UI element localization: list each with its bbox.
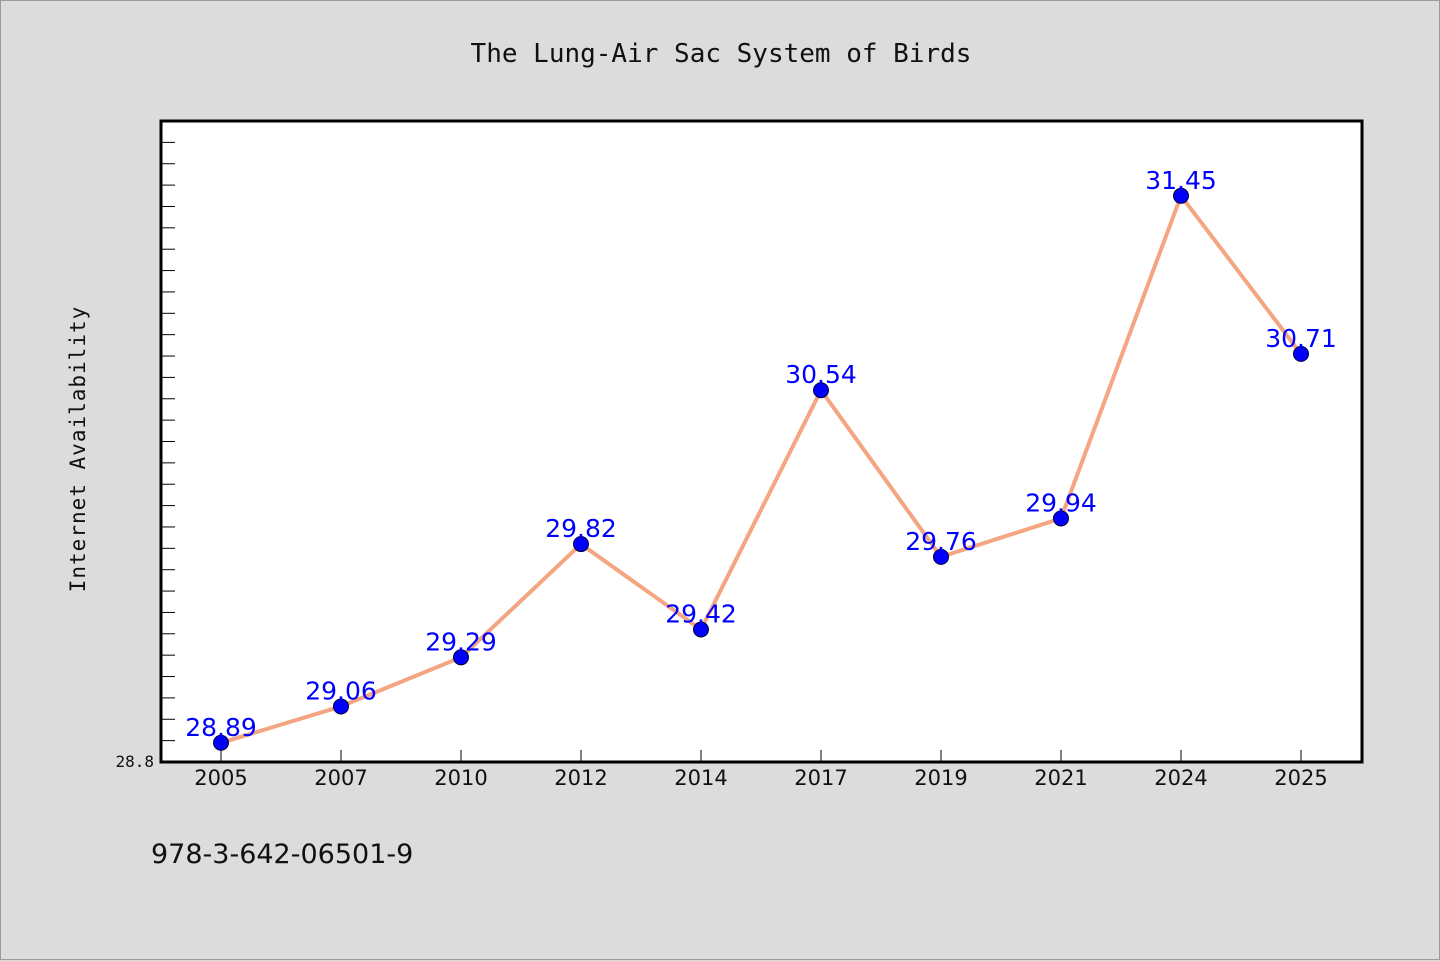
data-point [453,649,469,666]
data-label: 29.29 [425,627,497,656]
x-tick-label: 2012 [554,766,607,790]
data-point [813,382,829,399]
chart-title: The Lung-Air Sac System of Birds [471,39,972,69]
data-label: 29.06 [305,676,377,705]
x-tick-label: 2007 [314,766,367,790]
plot-area [159,119,1364,764]
data-point [1173,187,1189,204]
data-label: 31.45 [1145,166,1217,195]
x-tick-label: 2019 [914,766,967,790]
x-tick-label: 2024 [1154,766,1207,790]
x-axis-ticks: 2005 2007 2010 2012 2014 2017 2019 2021 2024 2025 [194,750,1328,790]
x-tick-label: 2021 [1034,766,1087,790]
data-point [213,734,229,751]
data-point [933,548,949,565]
x-tick-label: 2005 [194,766,247,790]
y-tick-label: 28.8 [115,752,154,771]
data-point [573,536,589,553]
data-label: 30.71 [1265,324,1337,353]
data-markers [213,187,1309,751]
data-label: 29.42 [665,600,737,629]
data-label: 29.76 [905,527,977,556]
data-label: 29.94 [1025,488,1097,517]
x-tick-label: 2017 [794,766,847,790]
data-point [333,698,349,715]
data-label: 29.82 [545,514,617,543]
data-label: 28.89 [185,713,257,742]
y-axis-label: Internet Availability [66,306,90,593]
data-point [1053,510,1069,527]
data-point [1293,345,1309,362]
isbn-text: 978-3-642-06501-9 [151,839,413,870]
x-tick-label: 2014 [674,766,727,790]
x-tick-label: 2025 [1274,766,1327,790]
data-label: 30.54 [785,360,857,389]
data-point [693,621,709,638]
x-tick-label: 2010 [434,766,487,790]
data-labels: 28.89 29.06 29.29 29.82 29.42 30.54 29.76 29.94… [185,166,1337,742]
y-axis-ticks [161,120,175,763]
series-line [220,193,1303,745]
